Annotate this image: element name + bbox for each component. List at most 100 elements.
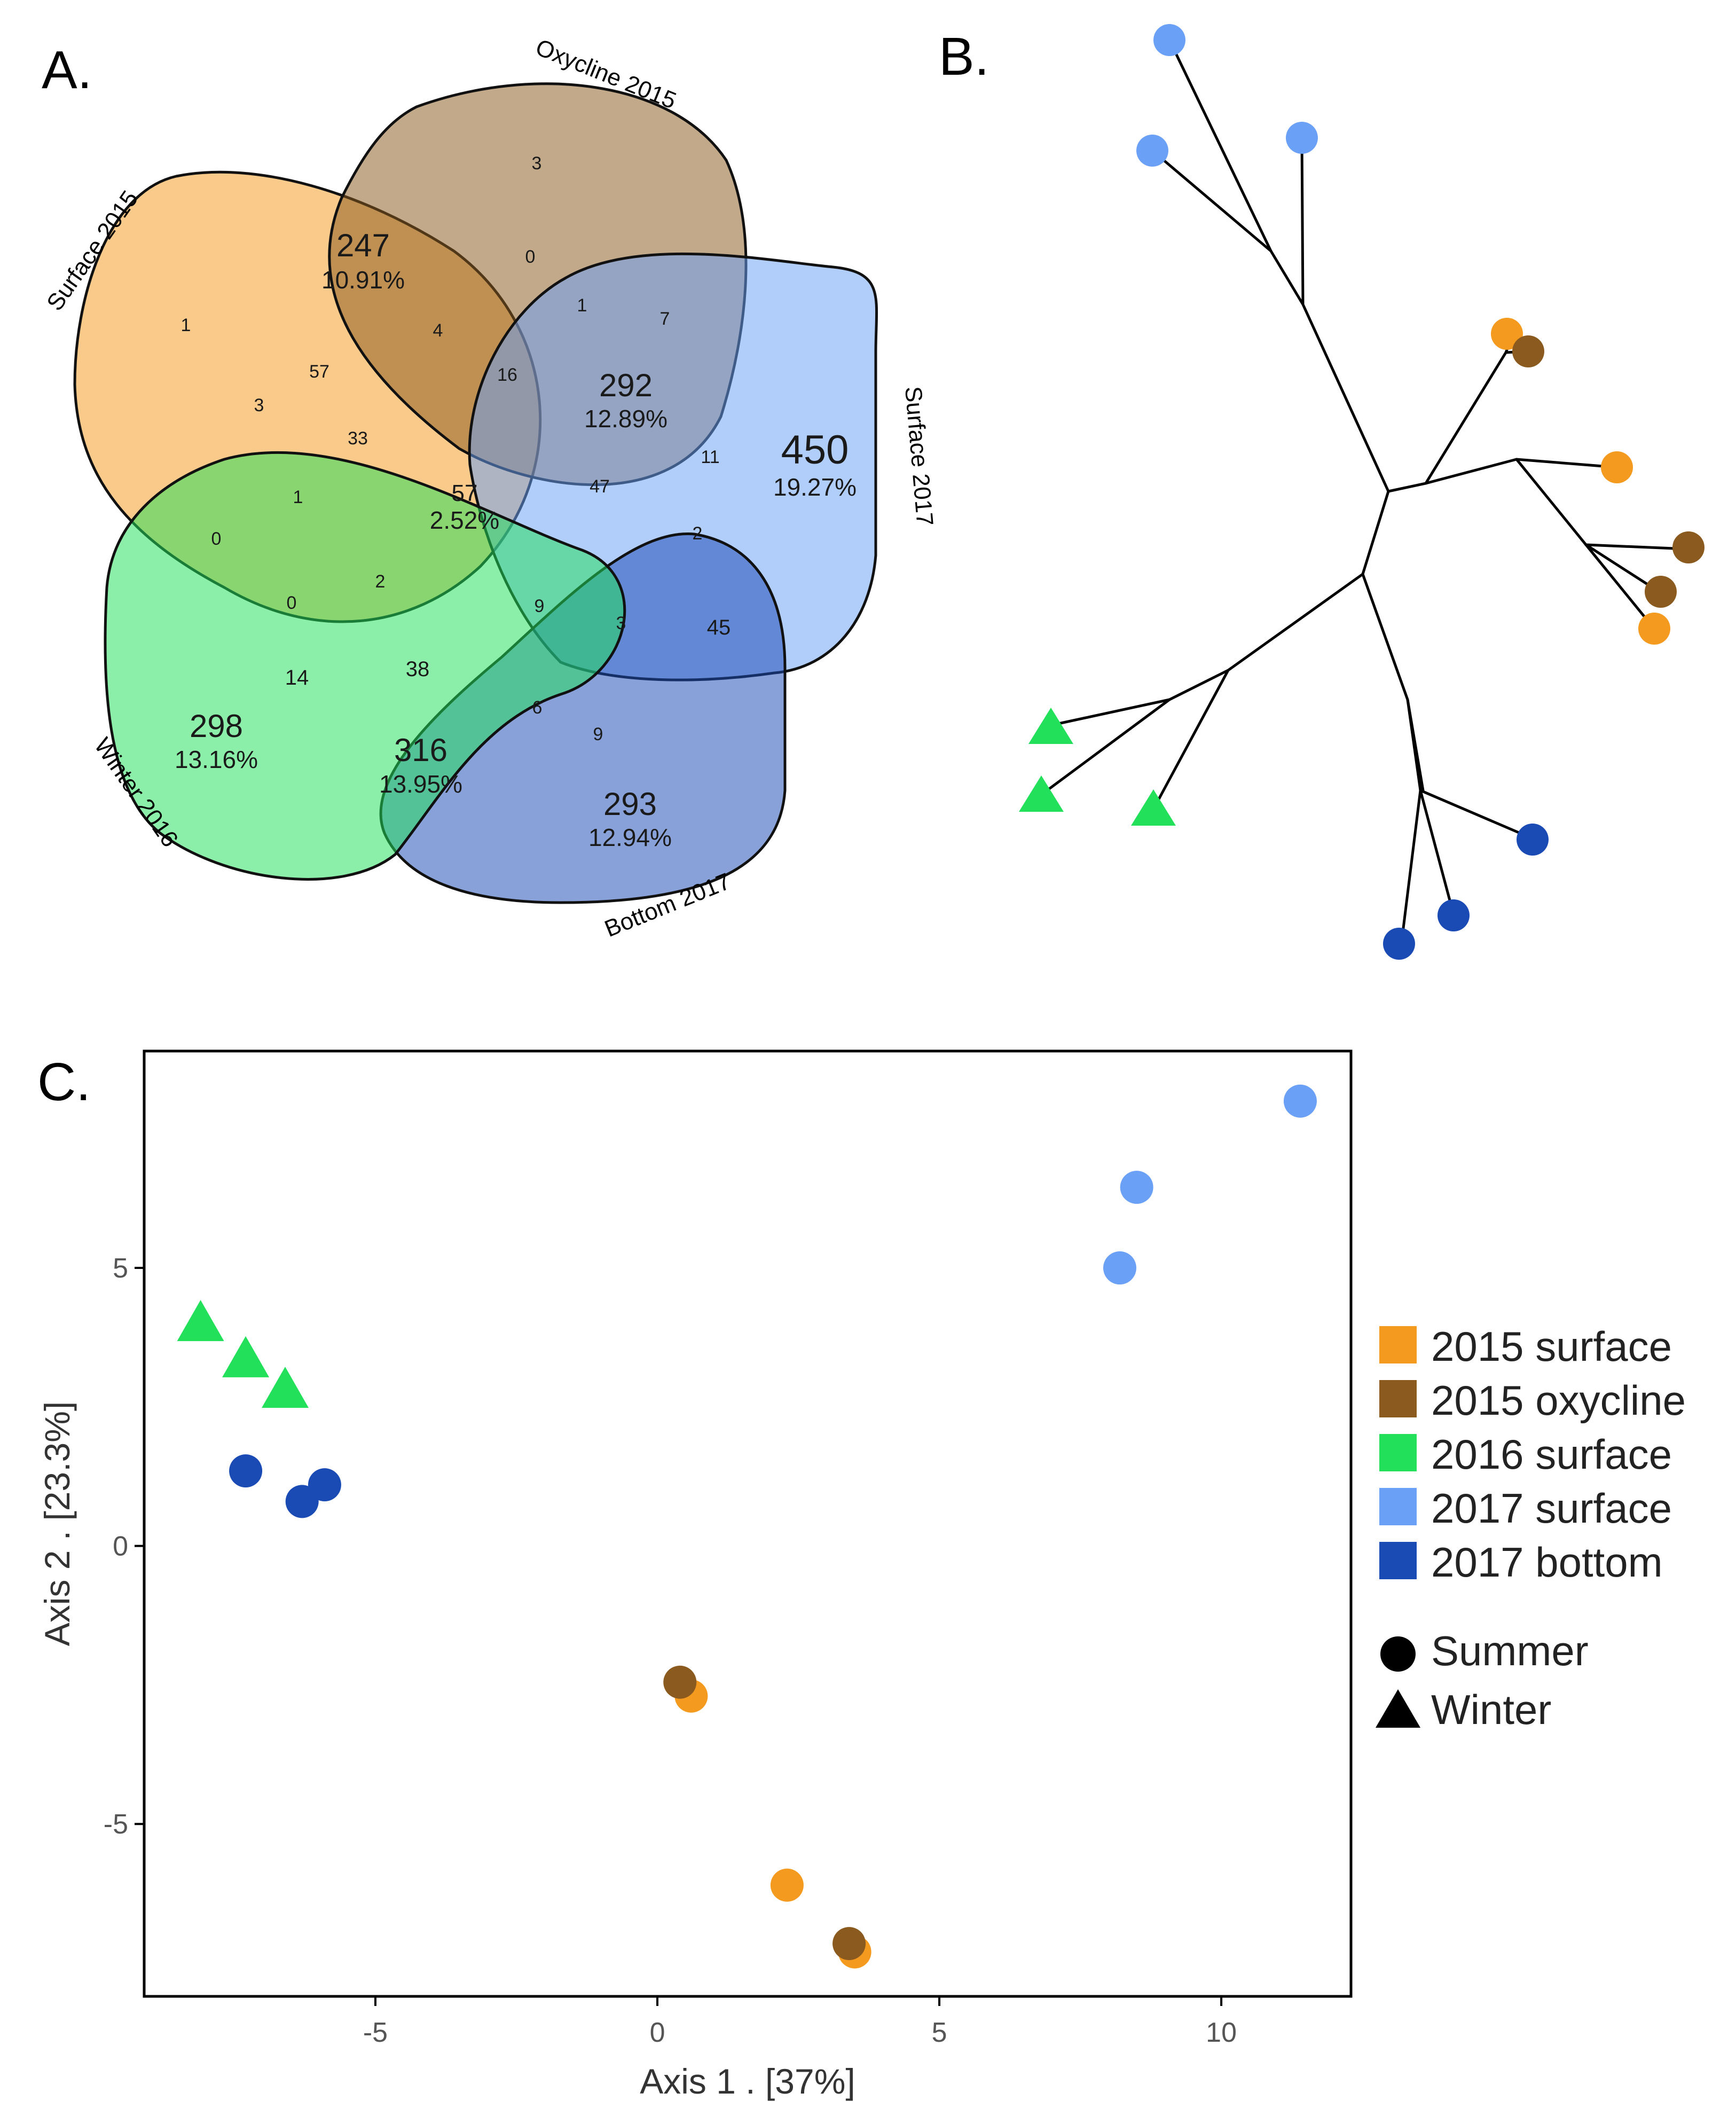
legend-swatch-2016-surface <box>1379 1434 1417 1471</box>
region-17-count: 0 <box>211 529 222 549</box>
x-tick-label: 10 <box>1206 2017 1237 2048</box>
point-2017-bottom <box>285 1485 319 1518</box>
tree-tip-2017-bottom <box>1383 928 1415 960</box>
region-26-pct: 13.16% <box>175 746 258 773</box>
tree-tip-2015-surface <box>1638 613 1670 645</box>
region-30-count: 293 <box>603 786 657 822</box>
tree-tip-2016-surface <box>1028 708 1073 744</box>
point-2016-surface <box>222 1336 270 1377</box>
x-tick-label: -5 <box>363 2017 388 2048</box>
point-2015-oxycline <box>663 1665 697 1699</box>
legend-label-2015-oxycline: 2015 oxycline <box>1431 1377 1686 1424</box>
y-tick-label: 5 <box>113 1253 128 1284</box>
region-1-count: 3 <box>254 395 264 416</box>
panel-b-letter: B. <box>939 27 989 87</box>
venn-set-winter-2016 <box>104 451 626 881</box>
scatter-points <box>177 1084 1317 1969</box>
tree-tip-2017-surface <box>1286 122 1318 154</box>
tree-tip-2015-surface <box>1601 451 1633 483</box>
point-2017-surface <box>1120 1171 1153 1204</box>
legend-shape-winter-icon <box>1376 1689 1420 1728</box>
region-2-count: 247 <box>336 228 390 263</box>
panel-b: B. <box>939 24 1704 960</box>
region-15-pct: 2.52% <box>430 506 499 534</box>
region-8-count: 7 <box>660 309 670 329</box>
point-2017-bottom <box>229 1454 263 1488</box>
region-13-count: 11 <box>701 447 719 467</box>
tree-tip-2017-bottom <box>1437 899 1470 931</box>
legend-label-2015-surface: 2015 surface <box>1431 1323 1672 1370</box>
region-21-count: 9 <box>535 596 545 616</box>
region-5-count: 3 <box>532 153 542 174</box>
region-30-pct: 12.94% <box>588 824 672 851</box>
point-2016-surface <box>177 1300 224 1342</box>
tree-tip-2015-oxycline <box>1672 531 1704 563</box>
region-25-count: 38 <box>406 657 430 681</box>
point-2015-oxycline <box>832 1927 866 1961</box>
point-2015-surface <box>770 1868 804 1902</box>
plot-frame <box>143 1049 1353 1998</box>
legend-shape-summer-icon <box>1380 1636 1416 1672</box>
region-22-count: 3 <box>616 613 626 633</box>
panel-a-letter: A. <box>42 40 92 100</box>
legend: 2015 surface 2015 oxycline 2016 surface … <box>1376 1323 1686 1733</box>
x-axis-title: Axis 1 . [37%] <box>640 2062 855 2101</box>
region-16-count: 47 <box>590 476 610 497</box>
tree-tip-2015-oxycline <box>1512 335 1544 367</box>
y-tick-label: -5 <box>104 1809 128 1840</box>
region-28-pct: 13.95% <box>379 770 462 798</box>
venn-label-surface-2017: Surface 2017 <box>900 386 938 527</box>
venn-region-labels: 1 3 247 10.91% 0 57 3 4 1 7 16 292 12.89… <box>175 153 857 851</box>
panel-c: C. -5 0 5 10 -5 0 5 Axis 1 . [37%] Axis 2 . [… <box>37 1049 1686 2101</box>
panel-c-letter: C. <box>37 1052 91 1112</box>
venn-diagram <box>73 82 878 904</box>
tree-tip-2017-surface <box>1136 135 1168 167</box>
region-11-count: 450 <box>781 427 849 473</box>
y-axis: -5 0 5 <box>104 1253 144 1840</box>
legend-swatch-2015-surface <box>1379 1326 1417 1363</box>
region-14-count: 1 <box>293 487 303 507</box>
region-15-count: 57 <box>452 480 478 506</box>
x-tick-label: 5 <box>932 2017 947 2048</box>
legend-label-winter: Winter <box>1431 1686 1551 1733</box>
region-3-count: 0 <box>525 247 536 267</box>
point-2017-surface <box>1103 1251 1137 1285</box>
region-4-count: 57 <box>309 362 329 382</box>
tree-tip-2016-surface <box>1131 789 1176 826</box>
legend-swatch-2015-oxycline <box>1379 1380 1417 1417</box>
legend-label-2017-bottom: 2017 bottom <box>1431 1539 1663 1586</box>
region-10-count: 292 <box>599 367 653 403</box>
region-26-count: 298 <box>190 708 243 744</box>
region-7-count: 1 <box>577 295 587 316</box>
x-axis: -5 0 5 10 <box>363 1996 1237 2048</box>
region-6-count: 4 <box>433 320 443 341</box>
y-axis-title: Axis 2 . [23.3%] <box>37 1401 77 1647</box>
region-20-count: 2 <box>375 571 386 592</box>
tree-tip-2015-oxycline <box>1645 576 1677 608</box>
tree-branches <box>1040 38 1689 943</box>
point-2016-surface <box>262 1367 309 1408</box>
region-12-count: 33 <box>348 428 368 449</box>
region-18-count: 2 <box>693 523 703 544</box>
point-2017-surface <box>1283 1084 1317 1118</box>
region-9-count: 16 <box>497 365 517 385</box>
legend-swatch-2017-surface <box>1379 1488 1417 1525</box>
region-11-pct: 19.27% <box>773 473 857 501</box>
tree-tip-2017-surface <box>1153 24 1185 56</box>
y-tick-label: 0 <box>113 1531 128 1562</box>
legend-swatch-2017-bottom <box>1379 1542 1417 1579</box>
region-2-pct: 10.91% <box>321 266 405 294</box>
tree-tip-2017-bottom <box>1517 824 1549 856</box>
x-tick-label: 0 <box>650 2017 665 2048</box>
region-23-count: 45 <box>707 616 731 639</box>
legend-label-2017-surface: 2017 surface <box>1431 1485 1672 1532</box>
panel-a: A. Surface 2015 Oxycline 2015 Surface 20… <box>42 34 938 942</box>
region-29-count: 9 <box>593 724 603 744</box>
legend-label-2016-surface: 2016 surface <box>1431 1431 1672 1478</box>
region-27-count: 6 <box>532 697 543 718</box>
point-2017-bottom <box>308 1468 341 1502</box>
region-0-count: 1 <box>181 315 191 335</box>
region-10-pct: 12.89% <box>584 405 667 433</box>
tree-tip-2015-surface <box>1491 318 1523 350</box>
